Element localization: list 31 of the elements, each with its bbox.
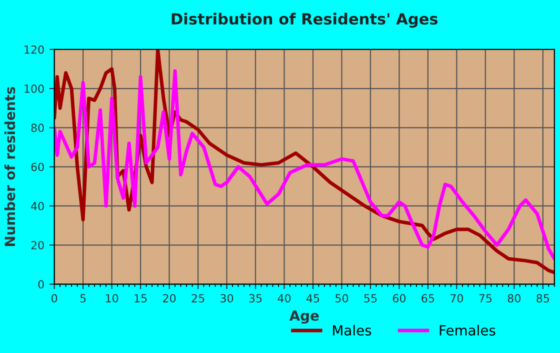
- legend-label: Females: [440, 324, 496, 336]
- x-tick-label: 70: [450, 294, 464, 302]
- x-tick-label: 20: [163, 294, 176, 302]
- y-tick-label: 100: [24, 84, 44, 93]
- line-series: [54, 69, 554, 260]
- x-tick-label: 30: [220, 294, 234, 302]
- x-tick-label: 5: [80, 294, 86, 302]
- x-tick-label: 65: [422, 294, 434, 302]
- x-axis-title: Age: [289, 310, 319, 324]
- x-tick-label: 35: [249, 294, 262, 302]
- x-tick-label: 45: [306, 294, 320, 302]
- x-tick-label: 40: [278, 294, 291, 302]
- x-tick-label: 55: [364, 294, 377, 302]
- x-tick-label: 50: [336, 294, 348, 302]
- x-tick-label: 80: [508, 294, 520, 302]
- y-tick-label: 40: [31, 202, 44, 210]
- chart-title: Distribution of Residents' Ages: [172, 12, 438, 28]
- x-tick-label: 25: [192, 294, 204, 302]
- y-tick-label: 20: [31, 241, 44, 250]
- y-axis-title: Number of residents: [4, 87, 16, 246]
- y-tick-label: 80: [31, 124, 44, 132]
- x-tick-label: 0: [52, 294, 58, 302]
- x-tick-label: 60: [392, 294, 406, 302]
- x-tick-label: 10: [106, 294, 118, 302]
- y-tick-label: 60: [31, 162, 44, 172]
- legend-label: Males: [333, 324, 372, 336]
- y-tick-label: 0: [38, 280, 44, 289]
- y-tick-label: 120: [24, 45, 44, 54]
- x-tick-label: 75: [479, 294, 492, 302]
- x-tick-label: 15: [134, 294, 147, 302]
- x-tick-label: 85: [536, 294, 550, 302]
